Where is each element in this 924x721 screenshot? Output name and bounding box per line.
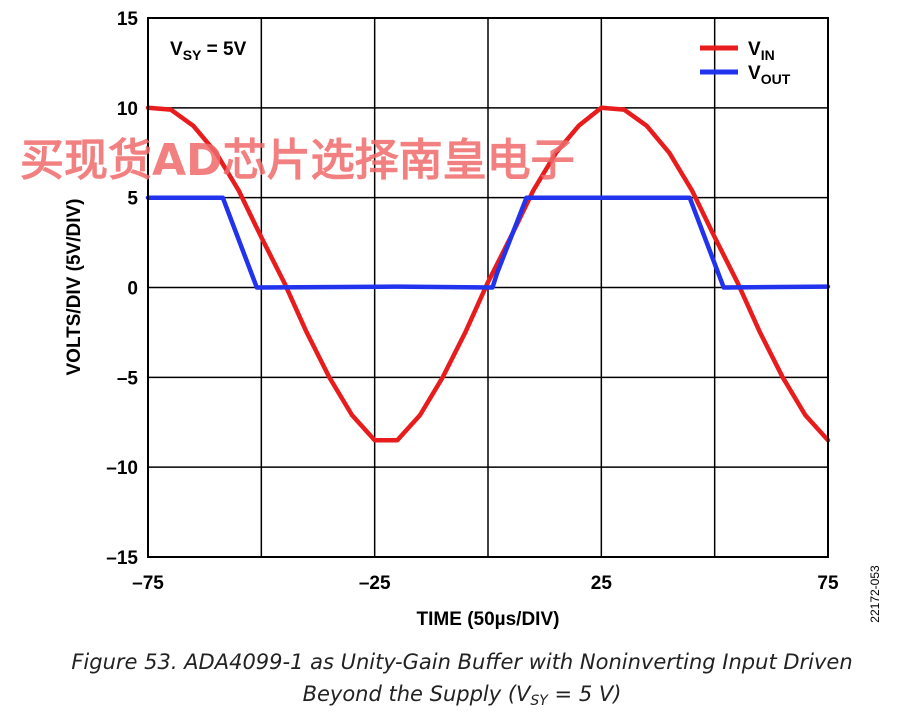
chart-svg: 15 10 5 0 –5 –10 –15 –75 –25 25 75 VSY = 5V VIN V… [20, 9, 882, 630]
y-tick-label: –15 [106, 548, 138, 569]
caption-line-2: Beyond the Supply (VSY = 5 V) [0, 678, 924, 717]
caption-line-2-post: = 5 V) [547, 682, 622, 706]
caption-line-1: Figure 53. ADA4099-1 as Unity-Gain Buffe… [71, 650, 853, 674]
figure-caption: Figure 53. ADA4099-1 as Unity-Gain Buffe… [0, 646, 924, 717]
legend: VIN VOUT [700, 39, 791, 87]
y-tick-label: 0 [127, 279, 138, 300]
y-axis-label: VOLTS/DIV (5V/DIV) [64, 198, 85, 375]
legend-label-vout: VOUT [748, 63, 791, 87]
caption-line-2-sub: SY [530, 693, 548, 709]
y-tick-label: 10 [117, 99, 138, 120]
x-ticks: –75 –25 25 75 [132, 573, 839, 594]
x-tick-label: 25 [591, 573, 613, 594]
figure-id: 22172-053 [868, 565, 882, 623]
x-tick-label: –25 [359, 573, 391, 594]
grid [148, 18, 828, 557]
y-tick-label: –5 [117, 368, 139, 389]
y-tick-label: 5 [127, 189, 138, 210]
x-axis-label: TIME (50µs/DIV) [417, 609, 560, 630]
plot-frame [147, 17, 829, 558]
y-ticks: 15 10 5 0 –5 –10 –15 [106, 9, 138, 569]
legend-label-vin: VIN [748, 39, 775, 63]
x-tick-label: –75 [132, 573, 164, 594]
series-line-vout [145, 195, 831, 290]
watermark-text: 买现货AD芯片选择南皇电子 [20, 135, 575, 186]
y-tick-label: 15 [117, 9, 139, 30]
caption-line-2-pre: Beyond the Supply (V [302, 682, 531, 706]
y-tick-label: –10 [106, 458, 138, 479]
supply-annotation: VSY = 5V [170, 39, 247, 63]
x-tick-label: 75 [817, 573, 839, 594]
